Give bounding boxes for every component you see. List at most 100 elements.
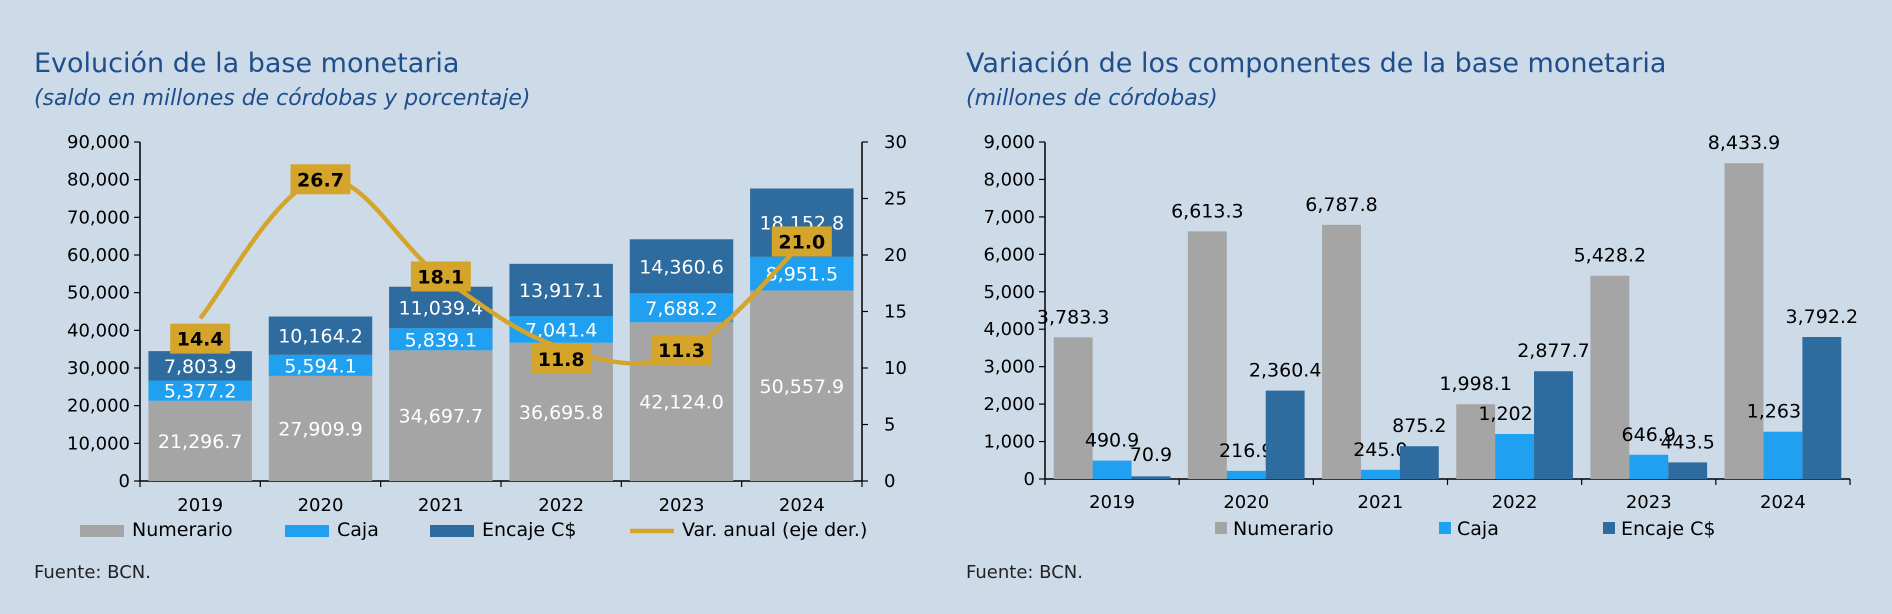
chart2-legend-label: Encaje C$ [1621, 518, 1716, 540]
chart1-y-tick-label: 10,000 [67, 433, 130, 454]
chart1-line-label-box [290, 164, 351, 195]
chart2-bar-numerario-2021 [1322, 224, 1361, 479]
chart1-bar-label: 7,803.9 [164, 356, 237, 378]
chart2-bar-label: 646.9 [1622, 424, 1676, 446]
chart1-bar-label: 50,557.9 [760, 376, 845, 398]
chart2-bar-label: 1,998.1 [1439, 373, 1512, 395]
chart1-y-tick-label: 50,000 [67, 283, 130, 304]
chart2-bar-label: 6,613.3 [1171, 200, 1244, 222]
chart2-y-tick-label: 1,000 [983, 432, 1035, 453]
chart1-legend-label: Var. anual (eje der.) [682, 519, 867, 541]
chart2-bar-label: 2,877.7 [1517, 340, 1590, 362]
chart1-legend-swatch [80, 525, 124, 537]
chart1-bar-caja-2021 [389, 328, 493, 351]
chart2-y-tick-label: 7,000 [983, 207, 1035, 228]
chart2-bar-caja-2020 [1226, 470, 1266, 479]
chart2-bar-caja-2019 [1092, 460, 1132, 479]
chart2-bar-label: 3,783.3 [1037, 306, 1110, 328]
chart2-subtitle: (millones de córdobas) [966, 86, 1218, 111]
chart1-y-tick-label: 70,000 [67, 207, 130, 228]
chart2-bar-label: 245.0 [1353, 439, 1407, 461]
chart2-bar-label: 5,428.2 [1574, 245, 1647, 267]
chart2-bar-encaje-c--2022 [1534, 371, 1573, 479]
chart1-y2-tick-label: 25 [884, 189, 907, 210]
chart2-x-tick-label: 2022 [1492, 492, 1538, 513]
chart2-bar-numerario-2020 [1187, 231, 1227, 479]
chart2-source: Fuente: BCN. [966, 562, 1083, 583]
chart1-bar-encaje-c--2022 [509, 263, 613, 317]
chart2-x-tick-label: 2024 [1760, 492, 1806, 513]
chart2-bar-caja-2022 [1495, 433, 1535, 479]
chart1-line-label: 18.1 [417, 266, 464, 288]
chart1-bar-caja-2020 [268, 354, 373, 376]
chart2-bar-encaje-c--2023 [1668, 462, 1708, 479]
chart2-bar-encaje-c--2019 [1131, 476, 1171, 479]
chart1-line-label: 14.4 [177, 329, 224, 351]
chart2-bar-caja-2024 [1763, 431, 1803, 479]
chart1-legend-swatch [285, 525, 329, 537]
chart1-bar-label: 13,917.1 [519, 280, 604, 302]
chart1-bar-caja-2024 [750, 256, 854, 291]
chart1-legend-label: Encaje C$ [482, 519, 577, 541]
chart2-bar-numerario-2024 [1724, 163, 1764, 479]
chart1-bar-numerario-2024 [750, 290, 854, 481]
chart1-y-tick-label: 40,000 [67, 320, 130, 341]
chart1-line-label-box [651, 334, 712, 365]
chart2-bar-label: 216.9 [1219, 440, 1273, 462]
chart1-bar-encaje-c--2021 [389, 286, 493, 329]
chart2-y-tick-label: 0 [1024, 469, 1035, 490]
chart1-legend-label: Caja [337, 519, 379, 541]
chart1-line-label: 11.8 [538, 349, 585, 371]
chart1-line-label: 11.3 [658, 340, 705, 362]
chart1-x-tick-label: 2022 [538, 495, 584, 516]
chart2-bar-label: 875.2 [1392, 415, 1446, 437]
chart1-y-tick-label: 0 [119, 471, 130, 492]
chart1-y-tick-label: 80,000 [67, 170, 130, 191]
chart1-bar-label: 8,951.5 [766, 264, 839, 286]
chart2-bar-numerario-2023 [1590, 275, 1630, 479]
chart1-line-label-box [771, 226, 832, 257]
chart2-x-tick-label: 2021 [1358, 492, 1404, 513]
chart1-bar-label: 27,909.9 [278, 418, 363, 440]
chart1-y-tick-label: 20,000 [67, 396, 130, 417]
chart2-bar-label: 1,263.3 [1747, 401, 1820, 423]
chart2-x-tick-label: 2023 [1626, 492, 1672, 513]
chart2-legend-swatch [1603, 522, 1615, 534]
chart2-x-tick-label: 2019 [1089, 492, 1135, 513]
chart2-x-tick-label: 2020 [1223, 492, 1269, 513]
chart2-bar-label: 1,202.2 [1478, 403, 1551, 425]
chart1-bar-numerario-2019 [148, 400, 252, 481]
chart2-bar-encaje-c--2021 [1399, 446, 1439, 479]
chart1-line-label-box [170, 323, 231, 354]
chart2-legend-swatch [1439, 522, 1451, 534]
chart1-line-label-box [410, 261, 471, 292]
chart1-bar-encaje-c--2020 [268, 316, 373, 355]
chart1-legend-swatch [430, 525, 474, 537]
chart1-subtitle: (saldo en millones de córdobas y porcent… [34, 86, 531, 111]
chart1-y-tick-label: 60,000 [67, 245, 130, 266]
chart2-title: Variación de los componentes de la base … [966, 48, 1667, 79]
chart1-bar-caja-2022 [509, 316, 613, 343]
chart2-bar-numerario-2022 [1456, 404, 1496, 479]
chart1-bar-label: 36,695.8 [519, 402, 604, 424]
chart2-legend-swatch [1215, 522, 1227, 534]
chart1-bar-label: 5,377.2 [164, 381, 237, 403]
chart1-y-tick-label: 90,000 [67, 132, 130, 153]
chart1-x-tick-label: 2023 [659, 495, 705, 516]
chart1-y2-tick-label: 15 [884, 302, 907, 323]
chart2-y-tick-label: 3,000 [983, 357, 1035, 378]
chart1-source: Fuente: BCN. [34, 562, 151, 583]
chart1-bar-numerario-2020 [268, 375, 373, 481]
chart1-bar-label: 7,688.2 [645, 298, 718, 320]
chart2-bar-label: 490.9 [1085, 430, 1139, 452]
chart2-y-tick-label: 9,000 [983, 132, 1035, 153]
chart1-x-tick-label: 2020 [298, 495, 344, 516]
chart1-line-label: 26.7 [297, 169, 344, 191]
chart1-bar-encaje-c--2019 [148, 351, 252, 381]
chart1-y2-tick-label: 0 [884, 471, 895, 492]
chart2-y-tick-label: 6,000 [983, 244, 1035, 265]
chart2-bar-label: 70.9 [1130, 444, 1172, 466]
chart1-x-tick-label: 2019 [177, 495, 223, 516]
chart2-bar-caja-2023 [1629, 454, 1669, 479]
chart1-bar-encaje-c--2023 [629, 239, 734, 294]
